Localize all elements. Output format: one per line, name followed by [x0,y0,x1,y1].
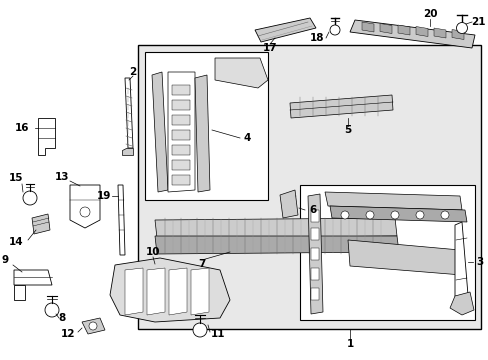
Polygon shape [454,222,467,300]
Polygon shape [125,268,142,315]
Circle shape [415,211,423,219]
Polygon shape [82,318,105,334]
Polygon shape [215,58,267,88]
Polygon shape [70,185,100,228]
Bar [172,160,190,170]
Polygon shape [280,190,297,218]
Bar [172,130,190,140]
Circle shape [89,322,97,330]
Circle shape [45,303,59,317]
Text: 13: 13 [55,172,69,182]
Polygon shape [155,218,396,238]
Circle shape [80,207,90,217]
Polygon shape [155,236,398,254]
Text: 16: 16 [15,123,29,133]
Text: 12: 12 [61,329,75,339]
Text: 9: 9 [1,255,9,265]
Text: 17: 17 [262,43,277,53]
Text: 15: 15 [9,173,23,183]
Text: 14: 14 [9,237,23,247]
Bar [299,185,474,320]
Bar [172,145,190,155]
Circle shape [329,25,339,35]
Circle shape [365,211,373,219]
Polygon shape [433,28,445,38]
Bar [145,52,267,200]
Text: 2: 2 [129,67,136,77]
Polygon shape [415,27,427,36]
Bar [172,175,190,185]
Polygon shape [397,25,409,35]
Polygon shape [38,118,55,155]
Bar [310,288,318,300]
Polygon shape [307,194,323,314]
Polygon shape [147,268,164,315]
Bar [172,115,190,125]
Polygon shape [289,95,392,118]
Text: 11: 11 [210,329,225,339]
Polygon shape [325,192,461,210]
Polygon shape [122,148,133,155]
Polygon shape [195,75,209,192]
Polygon shape [361,22,373,32]
Bar [310,210,318,222]
Circle shape [23,191,37,205]
Circle shape [456,23,467,33]
Text: 5: 5 [344,125,351,135]
Polygon shape [152,72,168,192]
Text: 10: 10 [145,247,160,257]
Polygon shape [347,240,461,275]
Polygon shape [125,78,133,148]
Text: 7: 7 [198,259,205,269]
Text: 19: 19 [97,191,111,201]
Text: 18: 18 [309,33,324,43]
Circle shape [340,211,348,219]
Polygon shape [118,185,125,255]
Bar [172,100,190,110]
Polygon shape [379,23,391,33]
Polygon shape [14,270,52,285]
Polygon shape [169,268,186,315]
Polygon shape [254,18,315,42]
Polygon shape [349,20,474,48]
Polygon shape [168,72,195,192]
Circle shape [193,323,206,337]
Text: 21: 21 [470,17,484,27]
Text: 4: 4 [243,133,250,143]
Text: 3: 3 [475,257,483,267]
Polygon shape [191,268,208,315]
Polygon shape [14,285,25,300]
Circle shape [440,211,448,219]
Polygon shape [449,292,473,315]
Text: 6: 6 [309,205,316,215]
Polygon shape [451,30,463,40]
Bar [310,268,318,280]
Bar [310,228,318,240]
Polygon shape [110,258,229,322]
Bar [138,45,480,329]
Circle shape [390,211,398,219]
Bar [172,85,190,95]
Polygon shape [329,206,466,222]
Text: 20: 20 [422,9,436,19]
Bar [310,248,318,260]
Polygon shape [32,214,50,234]
Text: 1: 1 [346,339,353,349]
Text: 8: 8 [58,313,65,323]
